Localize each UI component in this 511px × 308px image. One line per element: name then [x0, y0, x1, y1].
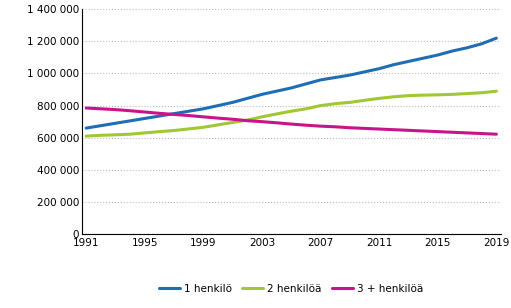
- 1 henkilö: [347, 73, 353, 77]
- 3 + henkilöä: [127, 109, 133, 113]
- 1 henkilö: [171, 112, 177, 116]
- Line: 3 + henkilöä: 3 + henkilöä: [86, 108, 496, 134]
- 3 + henkilöä: [376, 127, 382, 131]
- 2 henkilöä: [288, 109, 294, 113]
- 2 henkilöä: [493, 89, 499, 93]
- 3 + henkilöä: [171, 113, 177, 116]
- 3 + henkilöä: [449, 130, 455, 134]
- 3 + henkilöä: [215, 116, 221, 120]
- 3 + henkilöä: [347, 126, 353, 130]
- 1 henkilö: [200, 107, 206, 111]
- 2 henkilöä: [259, 115, 265, 119]
- 2 henkilöä: [127, 132, 133, 136]
- 1 henkilö: [449, 49, 455, 53]
- 2 henkilöä: [156, 130, 162, 133]
- 1 henkilö: [273, 89, 280, 93]
- 2 henkilöä: [185, 127, 192, 131]
- Line: 2 henkilöä: 2 henkilöä: [86, 91, 496, 136]
- 1 henkilö: [435, 53, 441, 57]
- 1 henkilö: [317, 78, 323, 82]
- 3 + henkilöä: [112, 108, 119, 111]
- 3 + henkilöä: [317, 124, 323, 128]
- 1 henkilö: [391, 63, 397, 67]
- 2 henkilöä: [229, 121, 236, 124]
- 1 henkilö: [303, 82, 309, 86]
- 2 henkilöä: [391, 95, 397, 99]
- 3 + henkilöä: [229, 117, 236, 121]
- 3 + henkilöä: [142, 110, 148, 114]
- 2 henkilöä: [361, 99, 367, 102]
- 3 + henkilöä: [361, 127, 367, 130]
- 3 + henkilöä: [493, 132, 499, 136]
- 3 + henkilöä: [391, 128, 397, 132]
- 3 + henkilöä: [479, 132, 485, 136]
- 2 henkilöä: [435, 93, 441, 97]
- 3 + henkilöä: [332, 125, 338, 129]
- 1 henkilö: [288, 86, 294, 90]
- 2 henkilöä: [405, 94, 411, 98]
- 3 + henkilöä: [303, 123, 309, 127]
- 2 henkilöä: [317, 104, 323, 107]
- 2 henkilöä: [112, 133, 119, 137]
- 3 + henkilöä: [244, 119, 250, 123]
- 2 henkilöä: [200, 125, 206, 129]
- 1 henkilö: [229, 100, 236, 104]
- 1 henkilö: [479, 42, 485, 46]
- 1 henkilö: [376, 67, 382, 71]
- 2 henkilöä: [332, 102, 338, 106]
- 1 henkilö: [112, 121, 119, 125]
- 2 henkilöä: [449, 92, 455, 96]
- 3 + henkilöä: [185, 114, 192, 117]
- 3 + henkilöä: [464, 131, 470, 135]
- 2 henkilöä: [376, 96, 382, 100]
- 2 henkilöä: [464, 92, 470, 95]
- 2 henkilöä: [215, 123, 221, 127]
- 3 + henkilöä: [405, 128, 411, 132]
- 1 henkilö: [244, 96, 250, 100]
- 3 + henkilöä: [156, 111, 162, 115]
- 2 henkilöä: [244, 118, 250, 122]
- 1 henkilö: [83, 126, 89, 130]
- 3 + henkilöä: [200, 115, 206, 119]
- 1 henkilö: [493, 36, 499, 40]
- 2 henkilöä: [347, 100, 353, 104]
- 1 henkilö: [98, 124, 104, 128]
- 1 henkilö: [405, 59, 411, 63]
- 1 henkilö: [332, 76, 338, 79]
- 1 henkilö: [127, 119, 133, 123]
- 2 henkilöä: [303, 107, 309, 111]
- 1 henkilö: [215, 104, 221, 107]
- 1 henkilö: [156, 114, 162, 118]
- Legend: 1 henkilö, 2 henkilöä, 3 + henkilöä: 1 henkilö, 2 henkilöä, 3 + henkilöä: [155, 280, 428, 298]
- 3 + henkilöä: [288, 122, 294, 126]
- 1 henkilö: [142, 117, 148, 120]
- 3 + henkilöä: [273, 121, 280, 125]
- 1 henkilö: [185, 109, 192, 113]
- 2 henkilöä: [171, 129, 177, 132]
- 1 henkilö: [464, 46, 470, 50]
- 1 henkilö: [259, 92, 265, 96]
- 1 henkilö: [361, 70, 367, 74]
- 3 + henkilöä: [83, 106, 89, 110]
- Line: 1 henkilö: 1 henkilö: [86, 38, 496, 128]
- 2 henkilöä: [420, 93, 426, 97]
- 1 henkilö: [420, 56, 426, 60]
- 3 + henkilöä: [98, 107, 104, 111]
- 3 + henkilöä: [420, 129, 426, 133]
- 3 + henkilöä: [259, 120, 265, 124]
- 2 henkilöä: [273, 112, 280, 116]
- 3 + henkilöä: [435, 130, 441, 133]
- 2 henkilöä: [83, 134, 89, 138]
- 2 henkilöä: [479, 91, 485, 95]
- 2 henkilöä: [142, 131, 148, 135]
- 2 henkilöä: [98, 133, 104, 137]
